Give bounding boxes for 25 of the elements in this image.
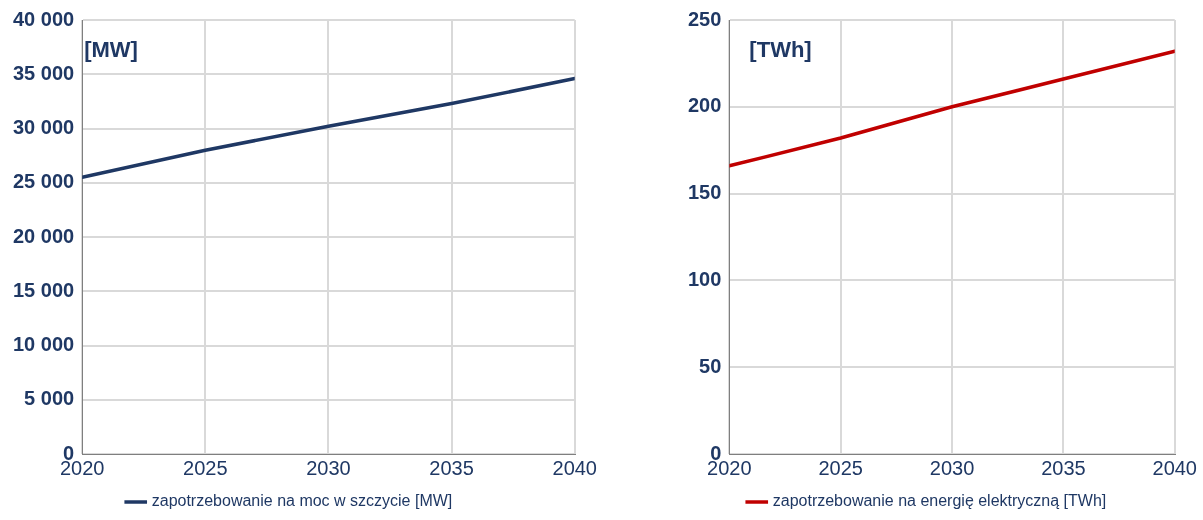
x-tick-label: 2025: [183, 456, 228, 479]
y-tick-label: 5 000: [24, 387, 75, 410]
x-tick-label: 2035: [1041, 456, 1086, 479]
x-tick-label: 2040: [552, 456, 597, 479]
y-tick-label: 30 000: [13, 116, 75, 139]
y-tick-label: 50: [699, 354, 722, 377]
y-tick-label: 35 000: [13, 61, 75, 84]
y-tick-label: 250: [687, 7, 722, 30]
y-tick-label: 40 000: [13, 7, 75, 30]
y-tick-label: 10 000: [13, 333, 75, 356]
annotation: [MW]: [84, 37, 138, 63]
x-tick-label: 2040: [1152, 456, 1197, 479]
x-tick-label: 2030: [306, 456, 351, 479]
y-tick-label: 150: [687, 181, 722, 204]
annotation: [TWh]: [749, 37, 812, 63]
y-tick-label: 25 000: [13, 170, 75, 193]
legend-label: zapotrzebowanie na moc w szczycie [MW]: [151, 492, 453, 510]
y-tick-label: 15 000: [13, 278, 75, 301]
legend-label: zapotrzebowanie na energię elektryczną [TWh]: [772, 492, 1107, 510]
x-tick-label: 2025: [818, 456, 863, 479]
y-tick-label: 200: [687, 94, 722, 117]
x-tick-label: 2030: [929, 456, 975, 479]
y-tick-label: 20 000: [13, 224, 75, 247]
y-tick-label: 100: [687, 267, 722, 290]
x-tick-label: 2035: [429, 456, 474, 479]
